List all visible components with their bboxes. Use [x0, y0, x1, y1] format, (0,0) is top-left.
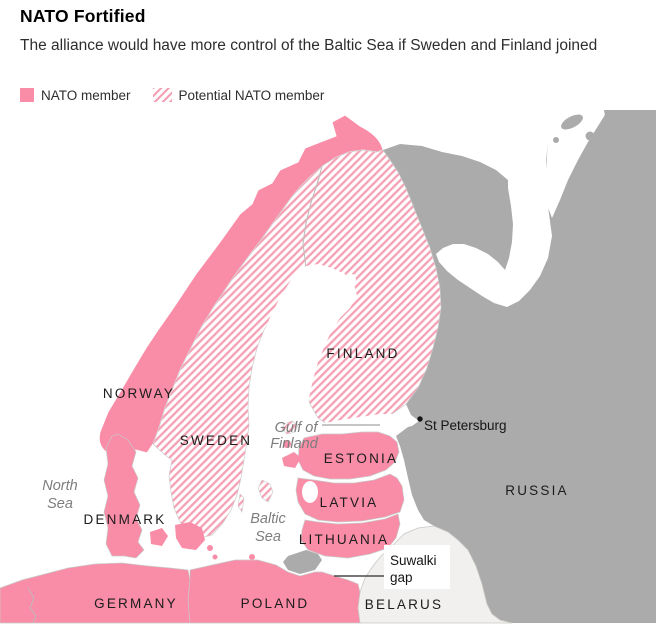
lithuania-label: LITHUANIA	[299, 532, 389, 547]
baltic-map: St Petersburg Suwalki gap NORWAY SWEDEN …	[0, 110, 656, 625]
chart-title: NATO Fortified	[20, 6, 146, 26]
finnish-lake-2	[348, 274, 356, 286]
danish-islet	[207, 545, 213, 551]
gulf-of-riga	[302, 481, 318, 503]
russia-region	[383, 110, 656, 623]
arctic-island	[561, 114, 583, 130]
arctic-island-small	[585, 131, 595, 141]
st-petersburg-label: St Petersburg	[424, 418, 507, 433]
baltic-sea-label-line2: Sea	[255, 529, 281, 545]
zealand-island	[175, 522, 205, 550]
sweden-finland-border	[302, 165, 323, 269]
kaliningrad-region	[283, 550, 322, 574]
bornholm-island	[249, 554, 255, 560]
estonia-region	[297, 431, 400, 480]
gotland-island	[257, 479, 274, 503]
gulf-of-finland-label-line2: Finland	[270, 436, 318, 452]
north-sea-label-line2: Sea	[47, 496, 73, 512]
north-sea-label-line1: North	[42, 478, 77, 494]
latvia-label: LATVIA	[320, 495, 379, 510]
lithuania-region	[300, 513, 401, 559]
sweden-label: SWEDEN	[180, 433, 252, 448]
chart-header: NATO Fortified The alliance would have m…	[20, 6, 640, 56]
germany-label: GERMANY	[94, 596, 178, 611]
finland-label: FINLAND	[326, 346, 399, 361]
russia-label: RUSSIA	[505, 483, 568, 498]
legend-potential-label: Potential NATO member	[178, 87, 325, 103]
chart-subtitle: The alliance would have more control of …	[20, 37, 598, 54]
poland-label: POLAND	[241, 596, 310, 611]
suwalki-label-line1: Suwalki	[390, 553, 437, 568]
danish-islet-2	[212, 554, 218, 560]
baltic-sea-label-line1: Baltic	[250, 511, 286, 527]
suwalki-label-background	[384, 545, 450, 589]
barents-sea-band	[546, 110, 608, 218]
aland-islands	[281, 420, 299, 435]
legend-item-member: NATO member	[20, 88, 131, 103]
map-container: St Petersburg Suwalki gap NORWAY SWEDEN …	[0, 110, 656, 625]
gulf-of-finland	[303, 414, 419, 438]
gulf-of-bothnia	[253, 264, 357, 432]
denmark-label: DENMARK	[84, 512, 167, 527]
belarus-label: BELARUS	[365, 597, 443, 612]
finnish-lake	[333, 282, 343, 298]
legend-item-potential: Potential NATO member	[152, 87, 325, 103]
gulf-of-finland-label-line1: Gulf of	[275, 420, 320, 436]
oland-island	[237, 493, 245, 513]
suwalki-label-line2: gap	[390, 570, 413, 585]
netherlands-germany-border	[27, 587, 37, 624]
st-petersburg-dot	[417, 416, 423, 422]
legend: NATO member Potential NATO member	[20, 87, 346, 103]
arctic-islet	[553, 137, 559, 143]
legend-member-label: NATO member	[41, 87, 131, 103]
latvia-region	[295, 473, 405, 523]
saaremaa-island	[282, 452, 301, 468]
russia-northeast-corner	[604, 110, 656, 150]
funen-island	[150, 528, 168, 546]
estonia-label: ESTONIA	[324, 451, 398, 466]
member-swatch	[20, 88, 34, 102]
white-sea	[436, 110, 553, 307]
norway-label: NORWAY	[103, 386, 175, 401]
hiiumaa-island	[283, 440, 291, 448]
denmark-region	[103, 433, 145, 559]
potential-member-swatch	[152, 88, 172, 102]
